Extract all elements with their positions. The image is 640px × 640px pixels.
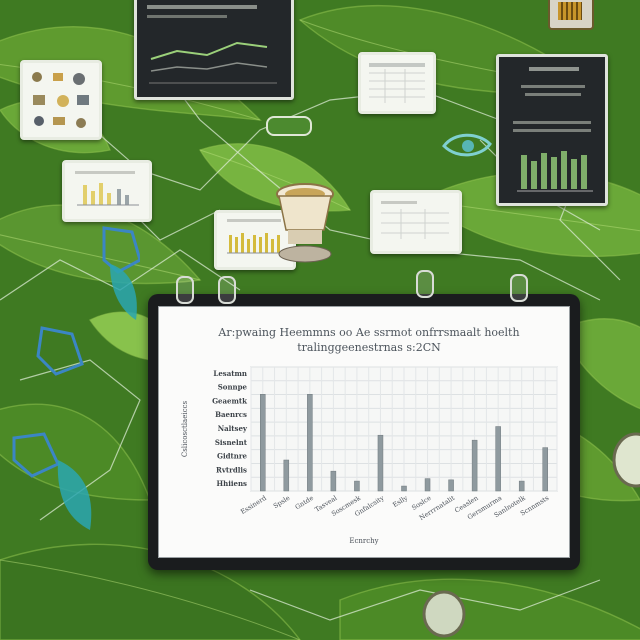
chart-title-line2: tralinggeenestrnas s:2CN: [297, 341, 441, 354]
table-graphic-middle: [381, 201, 449, 239]
round-lens-icon: [612, 432, 640, 488]
bar: [283, 459, 290, 492]
board-clip-right: [510, 274, 528, 302]
table-card-middle: [370, 190, 462, 254]
collage-graphic: [32, 72, 89, 128]
bar: [377, 434, 384, 492]
y-tick-label: Sisnelnt: [215, 438, 248, 447]
bar: [495, 426, 501, 492]
y-tick-label: Naltsey: [218, 424, 248, 433]
bar: [518, 480, 525, 492]
board-clip-left: [176, 276, 194, 304]
chart-y-axis-label: Cslicosctlaeiccs: [181, 401, 189, 458]
y-tick-label: Hhiiens: [216, 479, 247, 488]
ceramic-bowl: [274, 180, 336, 264]
dark-chart-card-right: [496, 54, 608, 206]
bar: [330, 470, 337, 492]
y-tick-label: Lesatmn: [213, 369, 247, 378]
chart-title-line1: Ar:pwaing Heemmns oo Ae ssrmot onfrrsmaa…: [218, 326, 520, 339]
teal-lens-icon: [442, 133, 492, 157]
chart-panel: Ar:pwaing Heemmns oo Ae ssrmot onfrrsmaa…: [158, 306, 570, 558]
x-tick-label: Gntde: [294, 494, 315, 511]
bar: [424, 478, 431, 492]
bar-chart-graphic-center: [227, 219, 283, 254]
bar: [307, 394, 313, 492]
bar: [471, 439, 478, 492]
table-card-top: [358, 52, 436, 114]
round-lens-icon-bottom: [422, 590, 466, 638]
bar: [448, 479, 454, 492]
eyeglasses-icon-left: [12, 226, 140, 530]
clip-icon: [266, 116, 312, 136]
y-tick-label: Sonnpe: [218, 383, 248, 392]
bar: [354, 480, 360, 492]
x-tick-label: Essinerd: [239, 494, 268, 516]
x-tick-label: Eslly: [391, 494, 409, 509]
bar-chart-svg: Cslicosctlaeiccs Lesatmn Sonnpe Geaemtk Bae…: [181, 366, 558, 522]
bar: [542, 447, 548, 492]
y-tick-label: Geaemtk: [212, 396, 247, 405]
y-tick-label: Rvtrdlis: [216, 465, 247, 474]
y-tick-label: Gidtnre: [217, 452, 248, 461]
table-graphic-top: [369, 63, 425, 103]
main-chart-board: Ar:pwaing Heemmns oo Ae ssrmot onfrrsmaa…: [148, 270, 580, 570]
bar: [401, 485, 407, 492]
chart-x-axis-label: Ecnrchy: [349, 537, 379, 545]
board-clip-center-left: [218, 276, 236, 304]
board-clip-center-right: [416, 270, 434, 298]
bar-chart-card-left: [62, 160, 152, 222]
dark-chart-card-top: [134, 0, 294, 100]
bar: [260, 394, 266, 492]
x-tick-label: Spsle: [272, 494, 292, 510]
chart-title: Ar:pwaing Heemmns oo Ae ssrmot onfrrsmaa…: [189, 325, 549, 355]
dark-chart-graphic-top: [147, 5, 277, 84]
ceramic-bowl-graphic: [276, 183, 334, 263]
brass-device: [548, 0, 594, 30]
bar-chart-graphic-left: [75, 171, 139, 206]
dark-chart-graphic-right: [513, 67, 593, 192]
y-tick-label: Baenrcs: [215, 410, 247, 419]
brass-device-stripes: [558, 2, 582, 20]
photo-collage-card: [20, 60, 102, 140]
